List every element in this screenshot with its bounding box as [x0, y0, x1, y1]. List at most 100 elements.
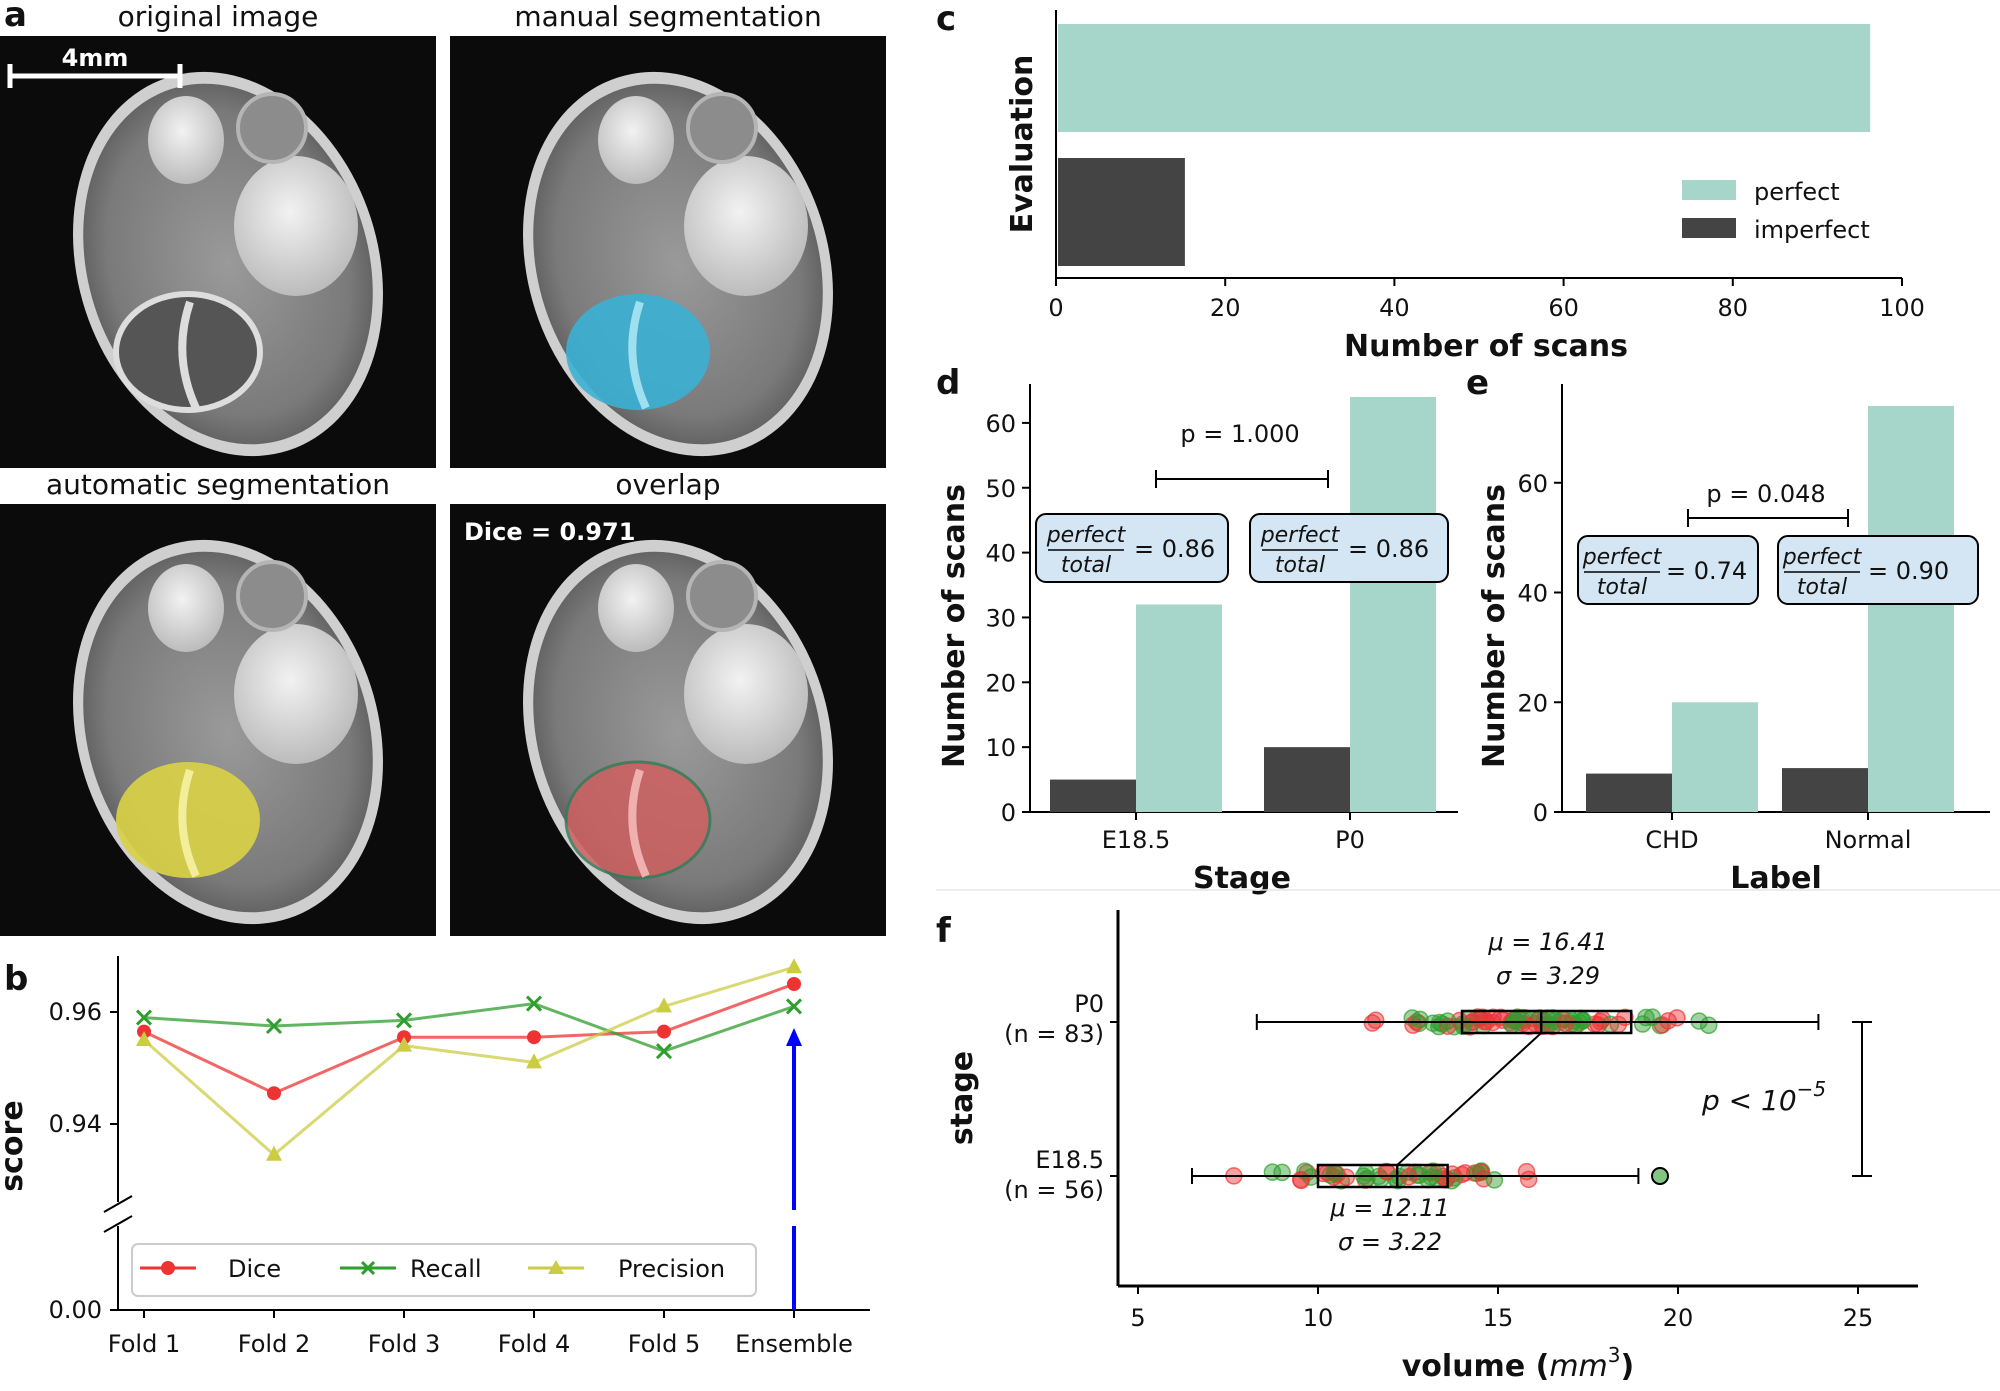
- c-ylabel: Evaluation: [1005, 55, 1040, 234]
- f-box-e18.5: [1316, 1163, 1449, 1189]
- c-legend: perfect imperfect: [1682, 178, 1870, 244]
- b-ytick-094: 0.94: [49, 1110, 102, 1138]
- b-series-line-recall: [143, 1002, 795, 1053]
- panel-f-letter: f: [936, 911, 952, 951]
- e-ratio-num-0: perfect: [1582, 545, 1663, 570]
- f-xlabel: volume (mm3): [1402, 1343, 1634, 1384]
- b-ensemble-arrow-head: [786, 1028, 802, 1046]
- b-point-precision: [136, 1031, 152, 1046]
- title-original-image: original image: [118, 0, 319, 33]
- b-series-line-precision: [143, 965, 795, 1157]
- c-xlabel: Number of scans: [1344, 329, 1628, 364]
- f-point: [1411, 1010, 1429, 1029]
- e-bar-perfect-chd: [1672, 702, 1758, 812]
- e-bar-perfect-normal: [1868, 405, 1954, 812]
- d-ratio-box-e185: perfect total = 0.86: [1035, 513, 1229, 583]
- f-point: [1291, 1170, 1310, 1189]
- b-point-dice: [527, 1030, 541, 1045]
- e-ratio-num-1: perfect: [1782, 545, 1863, 570]
- e-yticks: 0 20 40 60: [1517, 470, 1562, 827]
- b-series-line-dice: [143, 982, 795, 1095]
- f-point: [1366, 1011, 1385, 1030]
- e-bar-imperfect-chd: [1586, 773, 1672, 812]
- e-ratio-den-0: total: [1597, 575, 1647, 600]
- f-xtick-label: 10: [1303, 1304, 1334, 1332]
- e-xtick-label: CHD: [1645, 826, 1698, 854]
- c-xtick-label: 100: [1879, 294, 1925, 322]
- f-point: [1326, 1164, 1344, 1182]
- f-ytick-p0-count: (n = 83): [1004, 1020, 1104, 1048]
- d-bar-imperfect-p0: [1264, 747, 1350, 812]
- panel-e-letter: e: [1466, 363, 1489, 403]
- b-point-precision: [266, 1145, 282, 1161]
- e-ytick-label: 40: [1517, 580, 1548, 608]
- b-xtick-label: Fold 1: [108, 1330, 180, 1358]
- image-manual-segmentation: [450, 36, 886, 468]
- f-point: [1574, 1011, 1592, 1029]
- b-point-recall: [525, 995, 543, 1012]
- f-ytick-e185-count: (n = 56): [1004, 1176, 1104, 1204]
- f-point: [1556, 1014, 1574, 1033]
- b-point-recall: [135, 1009, 153, 1026]
- f-mu-e185: μ = 12.11: [1329, 1194, 1449, 1222]
- d-bars: [1050, 396, 1436, 812]
- b-ylabel: score: [0, 1100, 30, 1191]
- d-ytick-label: 50: [985, 475, 1016, 503]
- e-ratio-value-1: = 0.90: [1868, 557, 1949, 585]
- f-point: [1609, 1015, 1628, 1034]
- b-xtick-label: Fold 4: [498, 1330, 570, 1358]
- e-p-value: p = 0.048: [1706, 480, 1825, 508]
- e-ytick-label: 60: [1517, 470, 1548, 498]
- f-p-main: p < 10: [1701, 1084, 1797, 1117]
- panel-a: a original image manual segmentation aut…: [0, 0, 886, 936]
- f-xtick-label: 25: [1843, 1304, 1874, 1332]
- b-ytick-096: 0.96: [49, 998, 102, 1026]
- f-point: [1503, 1015, 1521, 1034]
- e-bars: [1586, 405, 1954, 812]
- d-xtick-label: P0: [1335, 826, 1365, 854]
- b-point-precision: [396, 1036, 412, 1052]
- f-sigma-e185: σ = 3.22: [1338, 1228, 1442, 1256]
- c-bars: [1058, 24, 1871, 266]
- c-xtick-label: 40: [1379, 294, 1410, 322]
- f-ylabel: stage: [945, 1051, 980, 1145]
- b-point-recall: [655, 1043, 673, 1060]
- panel-b: b score 0.96 0.94 0.00 Fold 1 Fold 2 Fold …: [0, 956, 870, 1358]
- d-ytick-label: 20: [985, 669, 1016, 697]
- f-xticks: 5 10 15 20 25: [1130, 1286, 1873, 1332]
- c-legend-imperfect: imperfect: [1754, 216, 1870, 244]
- panel-a-letter: a: [4, 0, 27, 35]
- image-original: 4mm: [0, 36, 436, 468]
- panel-b-letter: b: [4, 959, 28, 999]
- f-p-value: p < 10−5: [1701, 1077, 1826, 1117]
- b-legend-recall: Recall: [410, 1255, 482, 1283]
- b-xticks: Fold 1 Fold 2 Fold 3 Fold 4 Fold 5 Ensemble: [108, 1310, 853, 1358]
- f-xlabel-unit: mm: [1549, 1349, 1607, 1384]
- c-legend-perfect: perfect: [1754, 178, 1840, 206]
- image-overlap: Dice = 0.971: [450, 504, 886, 936]
- f-sigma-p0: σ = 3.29: [1496, 962, 1600, 990]
- b-xtick-label: Fold 5: [628, 1330, 700, 1358]
- b-xtick-label: Ensemble: [735, 1330, 853, 1358]
- f-mu-p0: μ = 16.41: [1487, 928, 1607, 956]
- e-ratio-box-chd: perfect total = 0.74: [1577, 535, 1759, 605]
- f-outlier: [1651, 1167, 1669, 1185]
- f-box-p0: [1460, 1009, 1633, 1035]
- d-bar-perfect-p0: [1350, 396, 1436, 812]
- e-ratio-value-0: = 0.74: [1666, 557, 1747, 585]
- panel-c: c Evaluation 0 20 40 60 80 100 Number of scan…: [936, 0, 1925, 364]
- d-ytick-label: 30: [985, 604, 1016, 632]
- d-ytick-label: 0: [1001, 799, 1016, 827]
- d-ylabel: Number of scans: [937, 484, 972, 768]
- e-xtick-label: Normal: [1825, 826, 1912, 854]
- f-boxes: [1191, 1009, 1820, 1189]
- d-ratio-num-1: perfect: [1260, 523, 1341, 548]
- title-overlap: overlap: [615, 468, 720, 501]
- scale-bar-label: 4mm: [62, 44, 129, 72]
- dice-label: Dice = 0.971: [464, 518, 635, 546]
- f-xlabel-text: volume (: [1402, 1349, 1550, 1384]
- c-xtick-label: 0: [1048, 294, 1063, 322]
- e-ytick-label: 20: [1517, 689, 1548, 717]
